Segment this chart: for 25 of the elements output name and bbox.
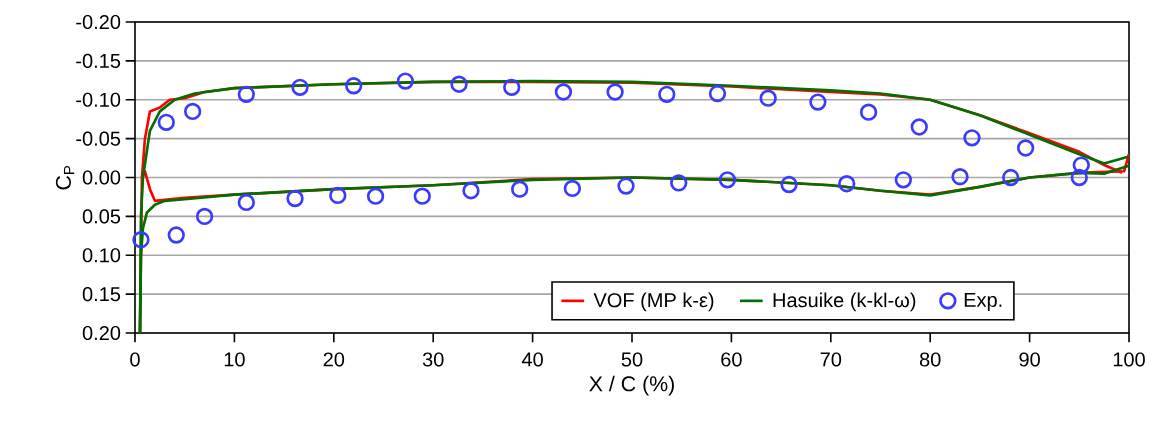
x-tick-label: 0: [130, 352, 140, 367]
x-tick-label: 10: [224, 352, 245, 367]
x-tick-label: 100: [1113, 352, 1145, 367]
legend-label: VOF (MP k-ε): [593, 292, 714, 312]
y-tick-label: 0.00: [82, 170, 121, 185]
y-tick-label: -0.15: [76, 53, 121, 68]
y-tick-label: 0.05: [82, 209, 121, 224]
y-tick-label: 0.10: [82, 248, 121, 263]
x-tick-label: 30: [422, 352, 444, 367]
y-tick-label: -0.10: [76, 92, 121, 107]
y-tick-label: -0.20: [76, 14, 121, 30]
x-axis-title: X / C (%): [589, 375, 674, 396]
legend-label: Hasuike (k-kl-ω): [773, 292, 916, 312]
x-tick-label: 60: [721, 352, 742, 367]
x-tick-label: 90: [1019, 352, 1040, 367]
x-tick-label: 80: [919, 352, 941, 367]
y-tick-label: -0.05: [76, 131, 121, 146]
x-tick-label: 20: [323, 352, 345, 367]
x-tick-label: 70: [820, 352, 842, 367]
y-tick-label: 0.20: [82, 325, 121, 341]
legend-label: Exp.: [964, 292, 1002, 311]
y-tick-label: 0.15: [82, 287, 121, 302]
x-tick-label: 50: [621, 352, 643, 367]
x-tick-label: 40: [521, 352, 543, 367]
y-axis-title: C$_{P}$: [55, 165, 75, 190]
